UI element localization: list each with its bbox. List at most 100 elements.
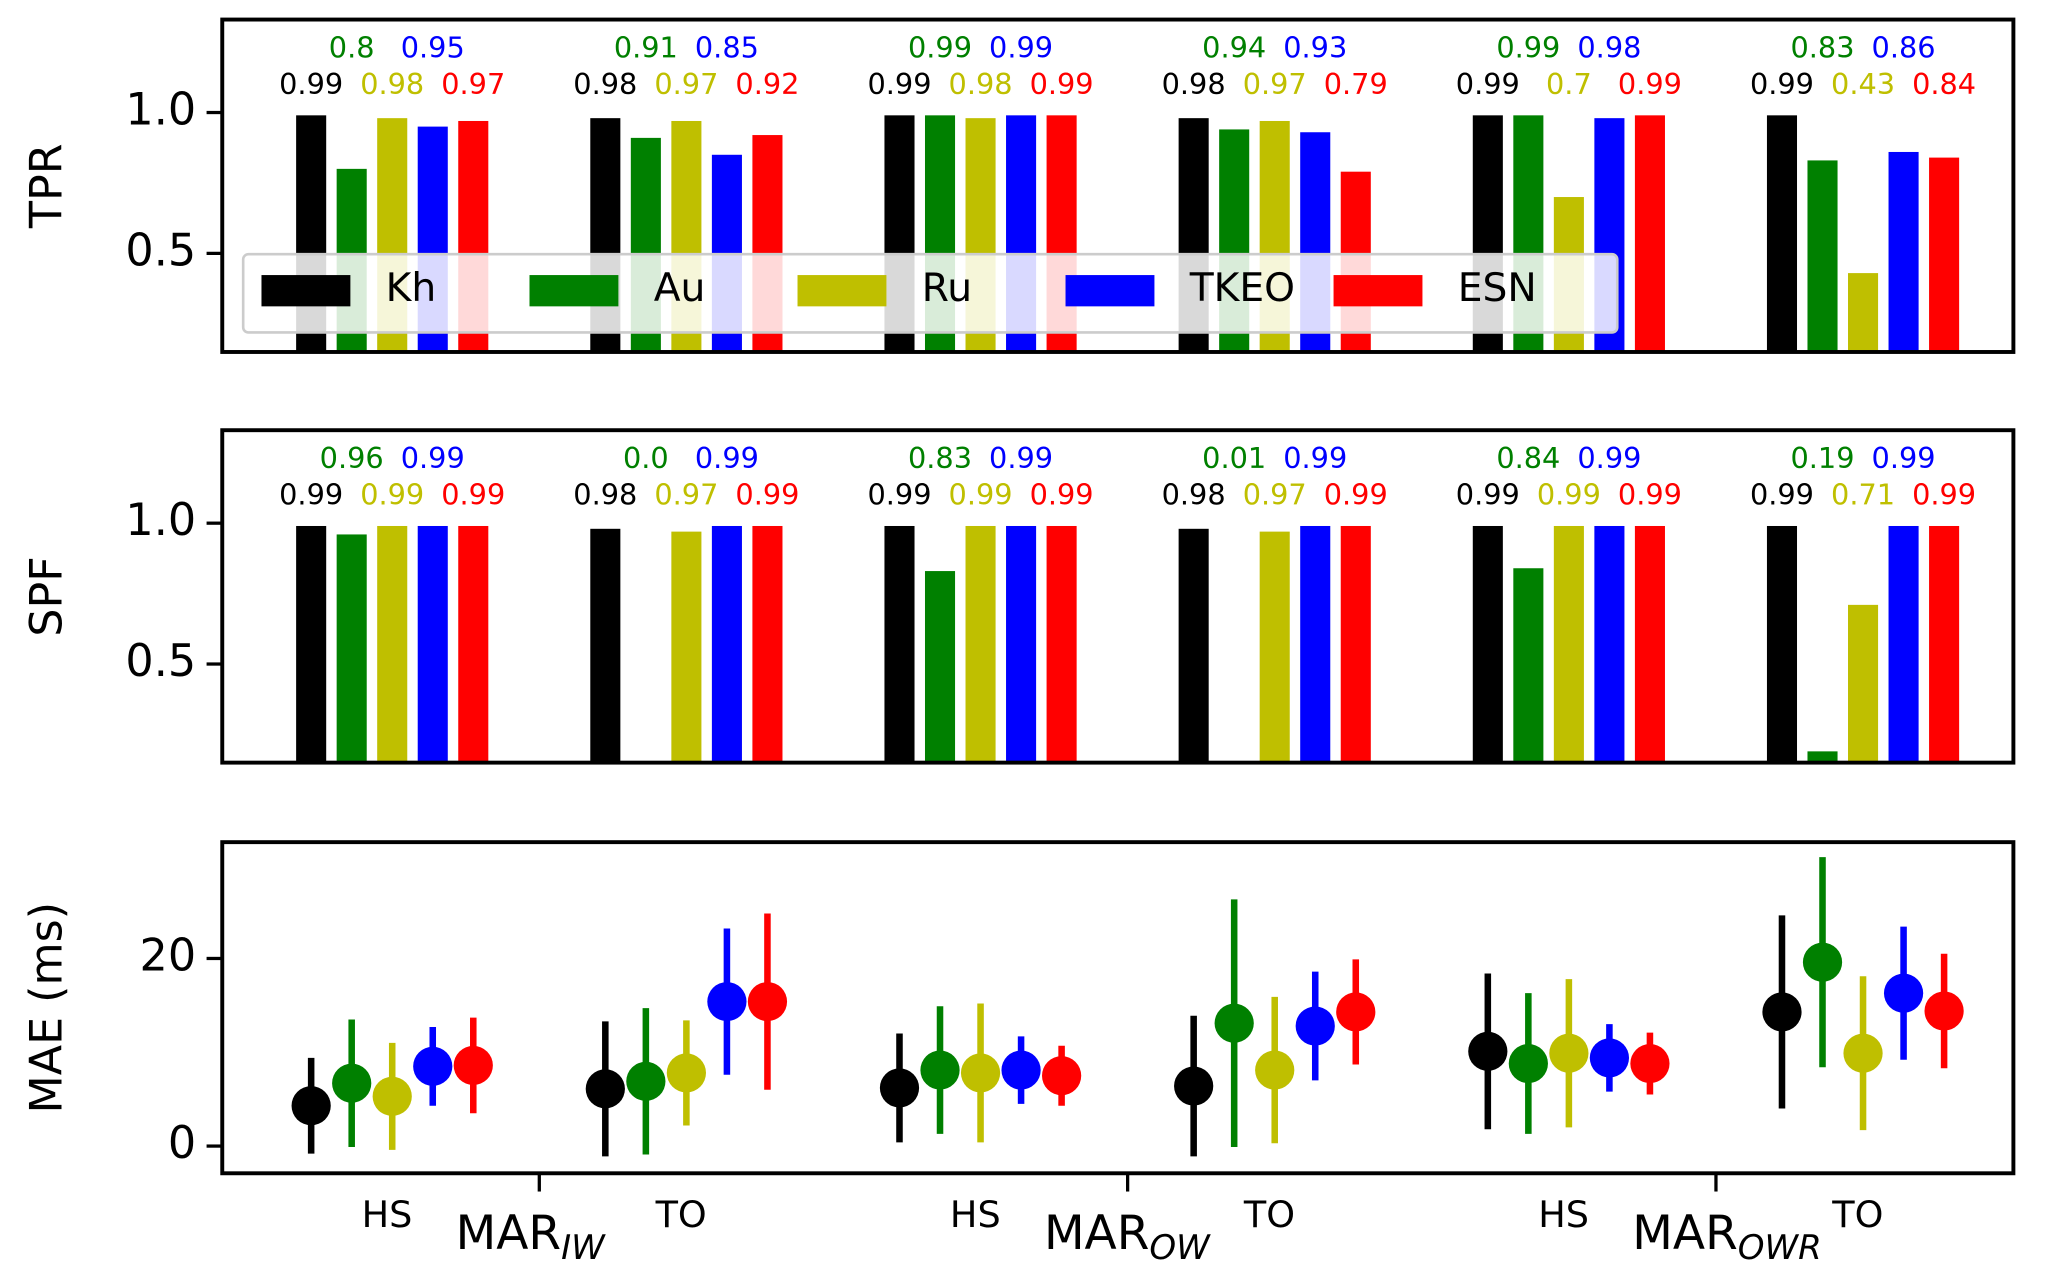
value-label: 0.99	[735, 478, 799, 512]
value-label: 0.98	[1162, 67, 1226, 101]
value-label: 0.94	[1202, 31, 1266, 65]
bar	[671, 531, 702, 763]
value-label: 0.92	[735, 67, 799, 101]
value-label: 0.0	[623, 441, 669, 475]
point	[626, 1061, 666, 1101]
value-label: 0.97	[441, 67, 505, 101]
point	[1630, 1043, 1670, 1084]
group-label-main: MAR	[1044, 1205, 1149, 1260]
bar	[1219, 763, 1249, 802]
x-tick-label: HS	[362, 1193, 413, 1236]
point	[1762, 992, 1802, 1032]
group-label-sub: IW	[561, 1227, 606, 1267]
value-label: 0.99	[1030, 478, 1094, 512]
bar	[417, 525, 448, 763]
value-label: 0.84	[1912, 67, 1976, 101]
bar	[1300, 525, 1331, 763]
point	[453, 1045, 493, 1085]
point	[1508, 1043, 1548, 1084]
value-label: 0.97	[654, 67, 718, 101]
y-tick-label: 0.5	[125, 636, 196, 687]
value-label: 0.8	[329, 31, 375, 65]
value-label: 0.97	[1243, 67, 1307, 101]
bar	[377, 525, 408, 763]
value-label: 0.99	[989, 441, 1053, 475]
point	[1041, 1056, 1082, 1096]
value-label: 0.99	[1283, 441, 1347, 475]
point	[1174, 1066, 1214, 1106]
bar	[1046, 525, 1077, 763]
bar	[1807, 751, 1838, 763]
value-label: 0.99	[1456, 67, 1520, 101]
value-label: 0.98	[360, 67, 424, 101]
y-tick-label: 20	[140, 931, 197, 982]
value-label: 0.99	[1030, 67, 1094, 101]
group-label: MARIW	[456, 1205, 607, 1267]
legend-label: TKEO	[1189, 266, 1295, 311]
value-label: 0.97	[654, 478, 718, 512]
value-label: 0.99	[1618, 478, 1682, 512]
value-label: 0.43	[1831, 67, 1895, 101]
point	[585, 1069, 625, 1109]
x-tick-label: HS	[950, 1193, 1001, 1236]
point	[1843, 1033, 1883, 1073]
value-label: 0.7	[1546, 67, 1592, 101]
group-label-sub: OW	[1149, 1227, 1211, 1267]
bar	[1553, 525, 1584, 763]
y-tick-label: 0.5	[125, 225, 196, 276]
legend-box	[241, 252, 1619, 334]
bar	[631, 763, 661, 805]
legend-swatch	[529, 275, 619, 307]
value-label: 0.99	[1872, 441, 1936, 475]
value-label: 0.99	[1750, 67, 1814, 101]
group-label: MAROW	[1044, 1205, 1211, 1267]
value-label: 0.71	[1831, 478, 1895, 512]
value-label: 0.85	[695, 31, 759, 65]
bar	[1178, 528, 1209, 763]
point	[1589, 1038, 1630, 1078]
value-label: 0.98	[1577, 31, 1641, 65]
value-label: 0.99	[1456, 478, 1520, 512]
value-label: 0.93	[1283, 31, 1347, 65]
value-label: 0.99	[989, 31, 1053, 65]
value-label: 0.98	[573, 478, 637, 512]
value-label: 0.99	[1618, 67, 1682, 101]
bar	[1513, 568, 1544, 763]
value-label: 0.83	[1790, 31, 1854, 65]
point	[1549, 1033, 1589, 1073]
value-label: 0.99	[867, 478, 931, 512]
x-tick-label: TO	[655, 1193, 707, 1236]
value-label: 0.98	[949, 67, 1013, 101]
value-label: 0.99	[1496, 31, 1560, 65]
value-label: 0.84	[1496, 441, 1560, 475]
value-label: 0.99	[279, 478, 343, 512]
bar	[296, 525, 327, 763]
bar	[590, 528, 621, 763]
value-label: 0.99	[360, 478, 424, 512]
legend-swatch	[1065, 275, 1155, 307]
value-label: 0.19	[1790, 441, 1854, 475]
value-label: 0.86	[1872, 31, 1936, 65]
point	[960, 1053, 1001, 1093]
value-label: 0.99	[949, 478, 1013, 512]
bar	[711, 525, 742, 763]
point	[1336, 992, 1376, 1032]
y-axis-label: TPR	[22, 143, 73, 229]
value-label: 0.98	[1162, 478, 1226, 512]
legend-label: Ru	[922, 266, 972, 311]
value-label: 0.91	[614, 31, 678, 65]
bar	[752, 525, 783, 763]
value-label: 0.98	[573, 67, 637, 101]
legend: Kh Au Ru TKEO ESN	[241, 252, 1619, 334]
bar	[1340, 525, 1371, 763]
value-label: 0.01	[1202, 441, 1266, 475]
plot-frame	[220, 17, 2016, 354]
point	[1924, 991, 1964, 1031]
bar	[1594, 525, 1625, 763]
y-axis-label: MAE (ms)	[22, 902, 73, 1113]
bar	[1259, 531, 1290, 763]
value-label: 0.99	[867, 67, 931, 101]
bar	[1634, 525, 1665, 763]
point	[291, 1086, 331, 1126]
plot-frame	[220, 428, 2016, 765]
